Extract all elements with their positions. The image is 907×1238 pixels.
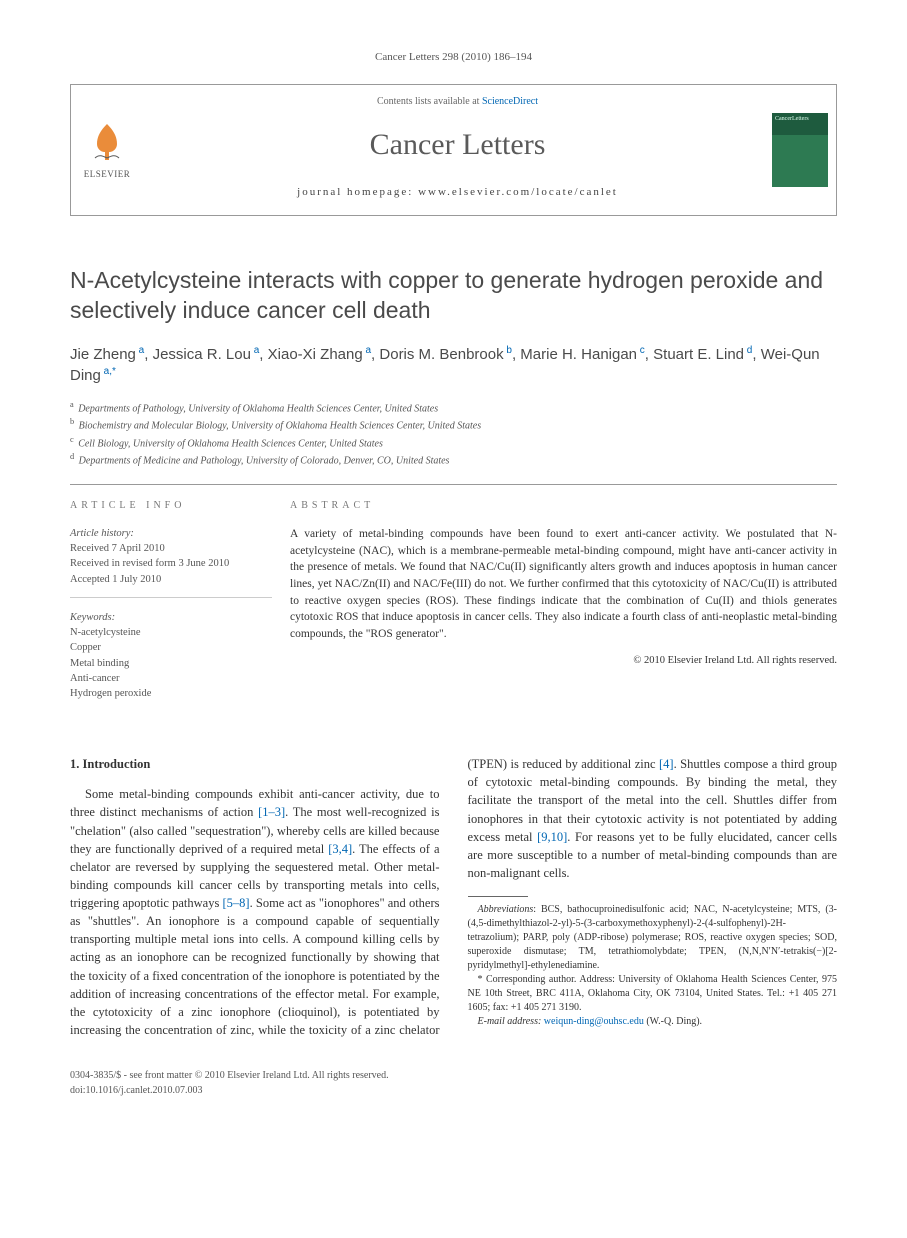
ref-3-4[interactable]: [3,4] — [328, 842, 352, 856]
author-name: Marie H. Hanigan — [520, 346, 637, 363]
cover-image: CancerLetters — [772, 113, 828, 187]
keywords-label: Keywords: — [70, 612, 115, 623]
keyword-line: Metal binding — [70, 656, 272, 671]
author-affil-sup: a — [363, 345, 371, 356]
sciencedirect-link[interactable]: ScienceDirect — [482, 96, 538, 107]
info-abstract-row: ARTICLE INFO Article history: Received 7… — [70, 484, 837, 715]
citation-line: Cancer Letters 298 (2010) 186–194 — [70, 50, 837, 66]
affiliation-line: d Departments of Medicine and Pathology,… — [70, 451, 837, 468]
elsevier-label: ELSEVIER — [84, 168, 131, 181]
abbreviations-footnote: Abbreviations: BCS, bathocuproinedisulfo… — [468, 903, 838, 973]
article-history-block: Article history: Received 7 April 2010Re… — [70, 526, 272, 598]
author-name: Stuart E. Lind — [653, 346, 744, 363]
keywords-lines: N-acetylcysteineCopperMetal bindingAnti-… — [70, 625, 272, 701]
ref-5-8[interactable]: [5–8] — [223, 896, 250, 910]
doi-line: doi:10.1016/j.canlet.2010.07.003 — [70, 1084, 389, 1099]
page-root: Cancer Letters 298 (2010) 186–194 ELSEVI… — [0, 0, 907, 1138]
homepage-label: journal homepage: — [297, 186, 418, 198]
keywords-block: Keywords: N-acetylcysteineCopperMetal bi… — [70, 610, 272, 701]
ref-1-3[interactable]: [1–3] — [258, 805, 285, 819]
journal-header: ELSEVIER Contents lists available at Sci… — [70, 84, 837, 216]
abstract-column: ABSTRACT A variety of metal-binding comp… — [290, 485, 837, 715]
abbrev-label: Abbreviations — [478, 904, 534, 915]
author-name: Jie Zheng — [70, 346, 136, 363]
author-name: Doris M. Benbrook — [379, 346, 503, 363]
author-affil-sup: a,* — [101, 366, 116, 377]
ref-9-10[interactable]: [9,10] — [537, 830, 567, 844]
keyword-line: Copper — [70, 640, 272, 655]
keyword-line: Hydrogen peroxide — [70, 686, 272, 701]
abstract-copyright: © 2010 Elsevier Ireland Ltd. All rights … — [290, 653, 837, 668]
author-affil-sup: b — [504, 345, 512, 356]
keyword-line: N-acetylcysteine — [70, 625, 272, 640]
history-line: Accepted 1 July 2010 — [70, 572, 272, 587]
affil-sup: b — [70, 417, 74, 426]
author-affil-sup: a — [251, 345, 259, 356]
footer-left: 0304-3835/$ - see front matter © 2010 El… — [70, 1069, 389, 1098]
affil-sup: d — [70, 452, 74, 461]
affil-text: Departments of Medicine and Pathology, U… — [76, 455, 449, 466]
journal-homepage-line: journal homepage: www.elsevier.com/locat… — [151, 185, 764, 201]
email-footnote: E-mail address: weiqun-ding@ouhsc.edu (W… — [468, 1015, 838, 1029]
journal-name: Cancer Letters — [151, 123, 764, 167]
journal-cover-thumbnail: CancerLetters — [772, 85, 836, 215]
section-1-heading: 1. Introduction — [70, 755, 440, 773]
body-two-columns: 1. Introduction Some metal-binding compo… — [70, 755, 837, 1039]
history-label: Article history: — [70, 528, 134, 539]
article-info-column: ARTICLE INFO Article history: Received 7… — [70, 485, 290, 715]
homepage-url[interactable]: www.elsevier.com/locate/canlet — [418, 186, 618, 198]
author-name: Xiao-Xi Zhang — [268, 346, 363, 363]
affiliation-line: b Biochemistry and Molecular Biology, Un… — [70, 416, 837, 433]
email-label: E-mail address: — [478, 1016, 542, 1027]
history-line: Received 7 April 2010 — [70, 541, 272, 556]
article-title: N-Acetylcysteine interacts with copper t… — [70, 266, 837, 326]
affiliation-line: a Departments of Pathology, University o… — [70, 399, 837, 416]
corresponding-author-footnote: * Corresponding author. Address: Univers… — [468, 973, 838, 1015]
cover-label: CancerLetters — [775, 116, 809, 122]
corresponding-email-link[interactable]: weiqun-ding@ouhsc.edu — [544, 1016, 644, 1027]
affil-sup: c — [70, 435, 74, 444]
history-line: Received in revised form 3 June 2010 — [70, 556, 272, 571]
article-info-heading: ARTICLE INFO — [70, 499, 272, 514]
ref-4[interactable]: [4] — [659, 757, 674, 771]
elsevier-logo: ELSEVIER — [71, 85, 143, 215]
affil-text: Departments of Pathology, University of … — [76, 403, 438, 414]
author-list: Jie Zheng a, Jessica R. Lou a, Xiao-Xi Z… — [70, 344, 837, 388]
author-affil-sup: c — [637, 345, 645, 356]
email-who: (W.-Q. Ding). — [644, 1016, 702, 1027]
history-lines: Received 7 April 2010Received in revised… — [70, 541, 272, 587]
front-matter-line: 0304-3835/$ - see front matter © 2010 El… — [70, 1069, 389, 1084]
author-name: Jessica R. Lou — [153, 346, 251, 363]
author-affil-sup: a — [136, 345, 144, 356]
footnote-rule — [468, 896, 528, 897]
affiliations-list: a Departments of Pathology, University o… — [70, 399, 837, 468]
footnotes-block: Abbreviations: BCS, bathocuproinedisulfo… — [468, 903, 838, 1029]
affil-sup: a — [70, 400, 74, 409]
contents-prefix: Contents lists available at — [377, 96, 482, 107]
affil-text: Biochemistry and Molecular Biology, Univ… — [76, 421, 481, 432]
keyword-line: Anti-cancer — [70, 671, 272, 686]
header-center: Contents lists available at ScienceDirec… — [143, 85, 772, 215]
author-affil-sup: d — [744, 345, 752, 356]
affil-text: Cell Biology, University of Oklahoma Hea… — [76, 438, 383, 449]
page-footer: 0304-3835/$ - see front matter © 2010 El… — [70, 1069, 837, 1098]
affiliation-line: c Cell Biology, University of Oklahoma H… — [70, 434, 837, 451]
abstract-text: A variety of metal-binding compounds hav… — [290, 526, 837, 643]
contents-available-line: Contents lists available at ScienceDirec… — [151, 95, 764, 110]
elsevier-tree-icon — [83, 118, 131, 166]
corr-label: * Corresponding author. — [478, 974, 577, 985]
abstract-heading: ABSTRACT — [290, 499, 837, 514]
